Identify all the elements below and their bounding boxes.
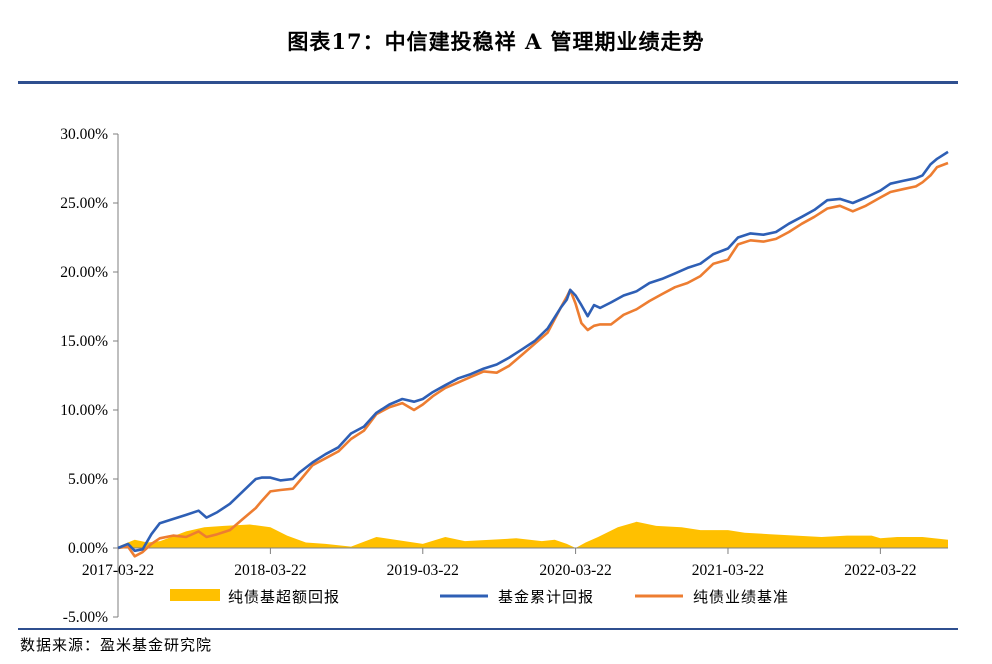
axis-layer [113, 133, 948, 618]
series-line-fund-cumulative [117, 150, 949, 553]
legend-item-benchmark: 纯债业绩基准 [693, 588, 789, 606]
x-tick-label: 2022-03-22 [844, 562, 916, 579]
y-tick-label: 0.00% [68, 540, 108, 557]
series-line-benchmark [117, 161, 949, 558]
y-tick-label: 10.00% [60, 402, 108, 419]
x-tick-label: 2018-03-22 [234, 562, 306, 579]
chart-title: 图表17：中信建投稳祥 A 管理期业绩走势 [287, 29, 705, 54]
x-tick-label: 2017-03-22 [82, 562, 154, 579]
y-tick-label: 30.00% [60, 126, 108, 143]
legend-item-excess-return: 纯债基超额回报 [228, 588, 340, 606]
x-tick-label: 2020-03-22 [539, 562, 611, 579]
y-tick-label: 25.00% [60, 195, 108, 212]
x-tick-label: 2021-03-22 [692, 562, 764, 579]
y-tick-label: 20.00% [60, 264, 108, 281]
legend: 纯债基超额回报 基金累计回报 纯债业绩基准 [170, 588, 789, 606]
x-tick-label: 2019-03-22 [387, 562, 459, 579]
title-divider [18, 81, 958, 84]
y-tick-label: 15.00% [60, 333, 108, 350]
source-note: 数据来源：盈米基金研究院 [20, 636, 213, 654]
legend-item-fund-cumulative: 基金累计回报 [498, 588, 594, 606]
y-tick-label: -5.00% [63, 609, 108, 626]
label-layer: 30.00% 25.00% 20.00% 15.00% 10.00% 5.00% 0.00%… [60, 126, 916, 626]
legend-swatch [170, 589, 220, 601]
y-tick-label: 5.00% [68, 471, 108, 488]
area-layer [118, 521, 948, 548]
line-layer [117, 150, 949, 558]
series-area-excess-return [118, 521, 948, 548]
footer-divider [18, 628, 958, 630]
